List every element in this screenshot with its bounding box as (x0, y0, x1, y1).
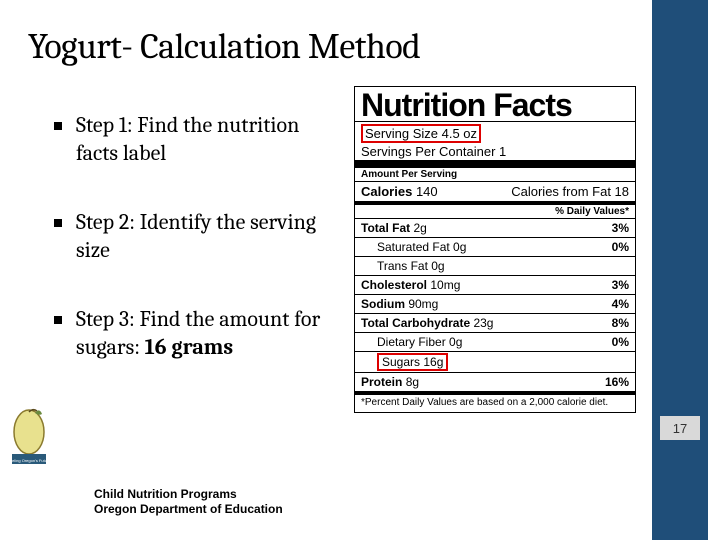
nf-sugars-value: 16g (423, 355, 443, 369)
right-sidebar (652, 0, 708, 540)
step-text: Step 3: Find the amount for sugars: 16 g… (76, 306, 324, 361)
nf-nutrient-row: Trans Fat 0g (355, 256, 635, 275)
nf-sugars-label: Sugars (382, 355, 420, 369)
nf-nutrient-dv: 3% (612, 221, 629, 235)
nf-nutrient-dv: 4% (612, 297, 629, 311)
step-text: Step 1: Find the nutrition facts label (76, 112, 324, 167)
nf-nutrient-name: Total Carbohydrate 23g (361, 316, 493, 330)
nf-nutrient-name: Dietary Fiber 0g (377, 335, 462, 349)
nf-nutrient-name: Trans Fat 0g (377, 259, 445, 273)
step-item: Step 2: Identify the serving size (54, 209, 324, 264)
page-number-badge: 17 (660, 416, 700, 440)
nf-protein-row: Protein 8g 16% (355, 372, 635, 391)
nf-nutrient-row: Sodium 90mg 4% (355, 294, 635, 313)
nf-nutrient-dv: 8% (612, 316, 629, 330)
nf-serving-size: Serving Size 4.5 oz (355, 121, 635, 144)
program-logo: Fueling Oregon's Future (6, 406, 52, 466)
nf-amount-per-serving: Amount Per Serving (355, 160, 635, 181)
step-text: Step 2: Identify the serving size (76, 209, 324, 264)
step-item: Step 3: Find the amount for sugars: 16 g… (54, 306, 324, 361)
nf-nutrient-row: Cholesterol 10mg 3% (355, 275, 635, 294)
nf-sugars-highlight: Sugars 16g (377, 353, 448, 371)
nutrition-facts-panel: Nutrition Facts Serving Size 4.5 oz Serv… (354, 86, 636, 413)
step-bold: 16 grams (145, 334, 233, 360)
nf-calories: Calories 140 (361, 184, 438, 199)
bullet-icon (54, 316, 62, 324)
nf-nutrient-row: Total Carbohydrate 23g 8% (355, 313, 635, 332)
footer-line1: Child Nutrition Programs (94, 487, 283, 503)
nf-nutrient-name: Cholesterol 10mg (361, 278, 460, 292)
nf-nutrient-row: Total Fat 2g 3% (355, 218, 635, 237)
nf-nutrient-name: Total Fat 2g (361, 221, 427, 235)
nf-protein-amount: 8g (406, 375, 419, 389)
nf-nutrient-dv: 3% (612, 278, 629, 292)
nf-calories-row: Calories 140 Calories from Fat 18 (355, 181, 635, 201)
step-item: Step 1: Find the nutrition facts label (54, 112, 324, 167)
nf-protein-dv: 16% (605, 375, 629, 389)
nf-daily-value-header: % Daily Values* (355, 201, 635, 218)
svg-text:Fueling Oregon's Future: Fueling Oregon's Future (7, 458, 51, 463)
footer: Child Nutrition Programs Oregon Departme… (94, 487, 283, 518)
nf-nutrient-row: Saturated Fat 0g 0% (355, 237, 635, 256)
nf-footnote: *Percent Daily Values are based on a 2,0… (355, 391, 635, 412)
nf-nutrient-dv: 0% (612, 240, 629, 254)
footer-line2: Oregon Department of Education (94, 502, 283, 518)
nf-nutrient-row: Dietary Fiber 0g 0% (355, 332, 635, 351)
bullet-icon (54, 122, 62, 130)
slide-title: Yogurt- Calculation Method (28, 26, 420, 67)
nf-nutrient-name: Sodium 90mg (361, 297, 438, 311)
nf-serving-label: Serving Size (365, 126, 438, 141)
bullet-icon (54, 219, 62, 227)
nf-serving-highlight: Serving Size 4.5 oz (361, 124, 481, 143)
nf-heading: Nutrition Facts (355, 87, 635, 121)
nf-sugars-row: Sugars 16g (355, 351, 635, 372)
nf-protein-name: Protein (361, 375, 402, 389)
nf-lines: Total Fat 2g 3% Saturated Fat 0g 0% Trans Fa… (355, 218, 635, 351)
nf-nutrient-name: Saturated Fat 0g (377, 240, 466, 254)
nf-serving-value: 4.5 oz (442, 126, 477, 141)
steps-list: Step 1: Find the nutrition facts label St… (54, 112, 324, 403)
page-number: 17 (673, 421, 687, 436)
nf-servings-per: Servings Per Container 1 (355, 144, 635, 160)
nf-nutrient-dv: 0% (612, 335, 629, 349)
nf-calories-from-fat: Calories from Fat 18 (511, 184, 629, 199)
